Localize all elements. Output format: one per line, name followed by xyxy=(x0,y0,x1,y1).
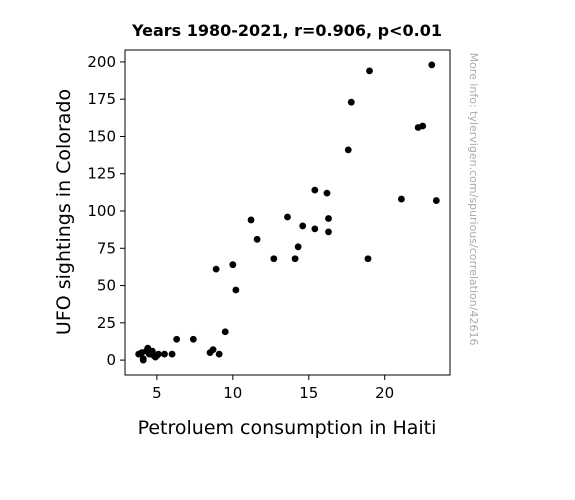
data-point xyxy=(291,255,299,263)
chart-title: Years 1980-2021, r=0.906, p<0.01 xyxy=(131,21,442,40)
plot-frame xyxy=(124,49,451,376)
data-point xyxy=(398,195,405,203)
y-tick-label: 100 xyxy=(87,202,116,220)
data-point xyxy=(311,225,319,233)
data-point xyxy=(155,350,162,358)
source-watermark: More info: tylervigen.com/spurious/corre… xyxy=(467,53,480,346)
data-point xyxy=(294,243,302,251)
data-point xyxy=(221,328,229,336)
y-tick-label: 150 xyxy=(87,127,116,145)
y-tick-label: 0 xyxy=(106,351,116,369)
y-tick-label: 200 xyxy=(87,53,116,71)
data-point xyxy=(344,146,352,154)
data-point xyxy=(325,215,332,222)
data-point xyxy=(366,67,373,75)
data-point xyxy=(364,255,372,263)
data-point xyxy=(311,186,319,194)
data-point xyxy=(139,356,147,364)
y-tick-label: 125 xyxy=(87,165,116,183)
data-point xyxy=(432,197,440,204)
data-point xyxy=(325,228,332,236)
y-tick-label: 75 xyxy=(97,239,116,257)
plot-area: 5 10 15 20 0 25 50 75 100 125 150 175 200 xyxy=(87,49,451,402)
data-point xyxy=(173,335,181,343)
data-point xyxy=(168,350,176,358)
data-point xyxy=(428,61,436,69)
data-point xyxy=(209,346,217,354)
x-tick-label: 5 xyxy=(152,384,162,402)
data-point xyxy=(212,265,220,273)
data-point xyxy=(323,189,331,197)
x-tick-label: 10 xyxy=(223,384,242,402)
x-tick-label: 20 xyxy=(375,384,394,402)
data-point xyxy=(232,286,240,294)
y-tick-label: 175 xyxy=(87,90,116,108)
y-axis-ticks: 0 25 50 75 100 125 150 175 200 xyxy=(87,53,125,369)
data-points xyxy=(135,61,440,364)
y-tick-label: 50 xyxy=(97,277,116,295)
data-point xyxy=(189,335,197,343)
data-point xyxy=(161,350,168,358)
data-point xyxy=(347,98,355,106)
data-point xyxy=(299,222,307,230)
y-tick-label: 25 xyxy=(97,314,116,332)
data-point xyxy=(253,235,261,243)
data-point xyxy=(419,122,427,130)
x-axis-ticks: 5 10 15 20 xyxy=(152,375,394,402)
data-point xyxy=(215,350,223,358)
data-point xyxy=(247,216,255,224)
data-point xyxy=(270,255,278,263)
x-tick-label: 15 xyxy=(299,384,318,402)
data-point xyxy=(229,261,237,269)
y-axis-label: UFO sightings in Colorado xyxy=(53,89,75,335)
data-point xyxy=(284,213,291,221)
x-axis-label: Petroluem consumption in Haiti xyxy=(138,417,437,439)
